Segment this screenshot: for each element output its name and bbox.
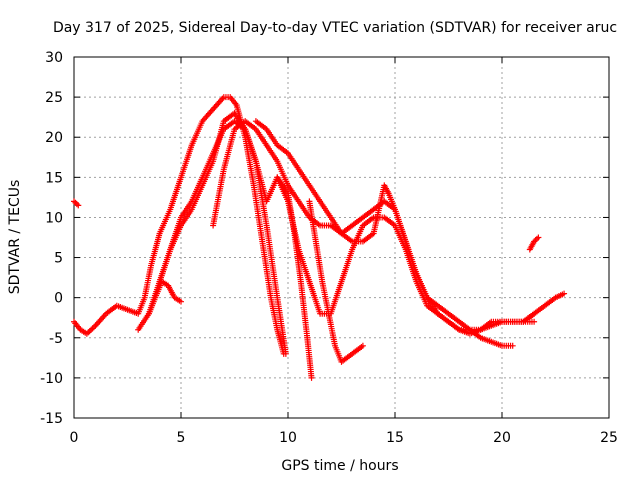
axis-ticks: [73, 56, 610, 419]
series-s1: [71, 94, 287, 357]
y-tick-label: -15: [40, 411, 63, 427]
data-point: [531, 318, 538, 325]
data-point: [359, 342, 366, 349]
y-axis-label: SDTVAR / TECUs: [7, 180, 23, 295]
grid-lines: [74, 57, 609, 418]
series-s7: [71, 198, 82, 209]
x-tick-label: 5: [177, 430, 186, 446]
series-s4: [252, 118, 516, 349]
data-point: [75, 202, 82, 209]
y-tick-label: -5: [49, 331, 63, 347]
y-tick-label: 25: [45, 90, 63, 106]
series-s9: [520, 290, 568, 325]
y-tick-label: -10: [40, 371, 63, 387]
y-tick-label: 0: [54, 291, 63, 307]
data-point: [282, 350, 289, 357]
data-point: [308, 374, 315, 381]
x-tick-label: 0: [70, 430, 79, 446]
x-tick-label: 25: [600, 430, 618, 446]
y-tick-label: 15: [45, 170, 63, 186]
x-tick-labels: 0 5 10 15 20 25: [70, 430, 618, 446]
x-tick-label: 20: [493, 430, 511, 446]
data-point: [178, 298, 184, 305]
x-tick-label: 10: [279, 430, 297, 446]
y-tick-label: 10: [45, 210, 63, 226]
data-point: [561, 290, 568, 297]
data-point: [509, 342, 516, 349]
y-tick-labels: -15 -10 -5 0 5 10 15 20 25 30: [40, 50, 63, 427]
data-point: [535, 234, 542, 241]
series-s8: [526, 234, 542, 253]
series-s6: [306, 198, 366, 365]
x-tick-label: 15: [386, 430, 404, 446]
series-s11: [156, 110, 289, 357]
data-points: [71, 94, 568, 381]
y-tick-label: 20: [45, 130, 63, 146]
series-s5: [274, 174, 538, 337]
plot-frame: [73, 56, 610, 419]
y-tick-label: 30: [45, 50, 63, 66]
chart-title: Day 317 of 2025, Sidereal Day-to-day VTE…: [53, 20, 617, 36]
series-s10: [145, 278, 184, 317]
y-tick-label: 5: [54, 251, 63, 267]
x-axis-label: GPS time / hours: [281, 458, 398, 474]
